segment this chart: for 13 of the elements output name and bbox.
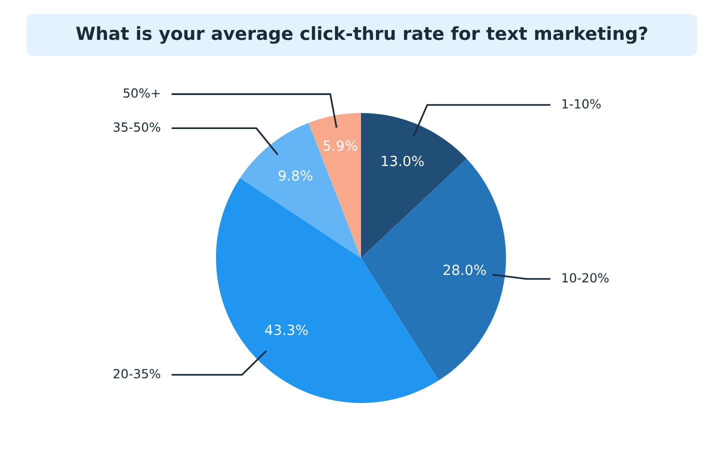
slice-label: 20-35% xyxy=(114,368,160,378)
slice-label: 50%+ xyxy=(124,88,160,98)
chart-title: What is your average click-thru rate for text marketing? xyxy=(76,26,648,44)
data-label: 5.9% xyxy=(324,140,358,151)
pie-slice xyxy=(240,122,361,258)
slice-label: 35-50% xyxy=(114,122,160,132)
data-label: 9.8% xyxy=(278,170,312,181)
data-label: 13.0% xyxy=(382,156,424,166)
data-label: 28.0% xyxy=(444,264,486,276)
data-label: 43.3% xyxy=(265,324,308,336)
slice-label: 10-20% xyxy=(562,273,609,283)
slice-label: 1-10% xyxy=(562,99,601,109)
pie-slice xyxy=(361,113,467,258)
